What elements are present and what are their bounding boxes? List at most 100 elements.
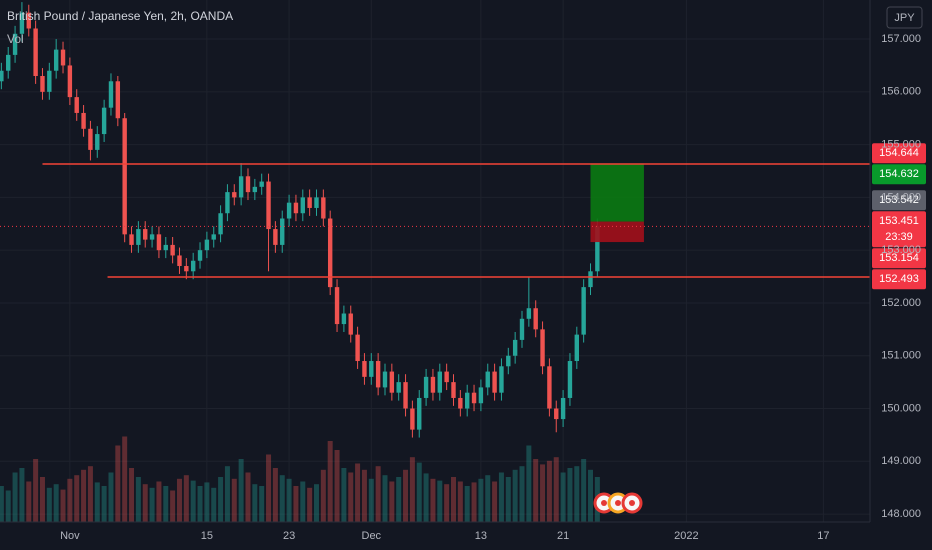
volume-bar [498,472,504,522]
y-tick-label: 153.000 [881,244,921,256]
volume-bar [293,486,299,522]
currency-label[interactable]: JPY [894,12,915,24]
candle-body [95,134,100,150]
position-loss-zone [590,221,644,243]
volume-bar [190,480,196,522]
volume-bar [526,445,532,522]
volume-bar [81,469,87,522]
volume-bar [286,478,292,522]
event-icon-dot [615,500,621,506]
candle-body [74,97,79,113]
volume-bar [67,478,73,522]
candle-body [143,229,148,240]
volume-bar [300,481,306,522]
volume-bar [94,482,100,522]
volume-bar [0,486,4,522]
symbol-title: British Pound / Japanese Yen, 2h, OANDA [7,9,233,23]
candle-body [464,392,470,409]
volume-bar [307,487,313,522]
event-icons[interactable] [593,492,643,514]
volume-bar [231,478,237,522]
candle-body [163,244,168,251]
x-tick-label: Dec [362,530,382,542]
candle-body [273,229,278,245]
volume-bar [389,481,395,522]
candle-body [122,118,127,235]
volume-bar [197,486,203,522]
candle-body [369,361,374,377]
candle-body [280,218,285,245]
volume-bar [533,459,539,522]
volume-bar [211,487,217,522]
volume-bar [19,468,25,522]
candle-body [547,366,552,409]
candle-body [293,202,299,214]
volume-bar [122,436,128,522]
candle-body [67,65,73,98]
candle-body [177,255,182,267]
candle-body [403,382,408,409]
volume-bar [183,475,189,522]
volume-bar [87,466,93,522]
candle-body [266,181,271,230]
volume-bar [156,481,162,522]
volume-bar [313,484,319,522]
candle-body [341,313,347,325]
price-tag-label: 154.632 [879,168,919,180]
volume-bar [129,468,135,522]
event-icon-dot [629,500,635,506]
volume-bar [396,477,402,522]
x-tick-label: 21 [557,530,569,542]
candle-body [211,234,216,240]
volume-bar [279,475,285,522]
candle-body [526,308,532,319]
candle-body [581,287,586,335]
candle-body [12,33,18,55]
candle-body [348,313,353,335]
candle-body [136,229,141,245]
candle-body [355,334,360,362]
volume-bar [430,478,436,522]
candle-body [437,371,442,393]
countdown-label: 23:39 [885,231,913,243]
volume-bar [238,459,244,522]
x-tick-label: 23 [283,530,295,542]
indicator-label: Vol [7,32,24,46]
candle-body [588,271,593,288]
volume-bar [505,477,511,522]
candle-body [286,202,292,219]
volume-bar [492,481,498,522]
candle-body [574,334,580,362]
candle-body [478,387,484,404]
y-tick-label: 154.000 [881,191,921,203]
x-tick-label: 13 [475,530,487,542]
volume-bar [74,475,80,522]
price-tag-label: 152.493 [879,273,919,285]
price-tag-label: 154.644 [879,147,919,159]
volume-bar [444,484,450,522]
volume-bar [149,487,155,522]
candle-body [6,54,11,71]
volume-bar [320,469,326,522]
price-tag [872,190,926,211]
volume-bar [176,478,182,522]
candle-body [108,81,114,108]
candle-body [101,107,107,135]
volume-bar [272,468,278,522]
volume-bar [39,477,45,522]
y-tick-label: 149.000 [881,455,921,467]
candle-body [444,371,449,383]
volume-bar [5,490,11,522]
candle-body [88,128,93,150]
x-tick-label: 17 [817,530,829,542]
currency-button[interactable] [886,6,923,29]
price-tag [872,211,926,248]
candle-body [423,376,429,398]
volume-bar [437,480,443,522]
candle-body [33,28,38,77]
price-tags: 154.644 154.632 153.542 153.451 23:39 153.154… [872,143,926,290]
candle-body [533,308,538,330]
y-tick-label: 152.000 [881,297,921,309]
candle-body [40,76,45,92]
candle-body [554,408,559,420]
